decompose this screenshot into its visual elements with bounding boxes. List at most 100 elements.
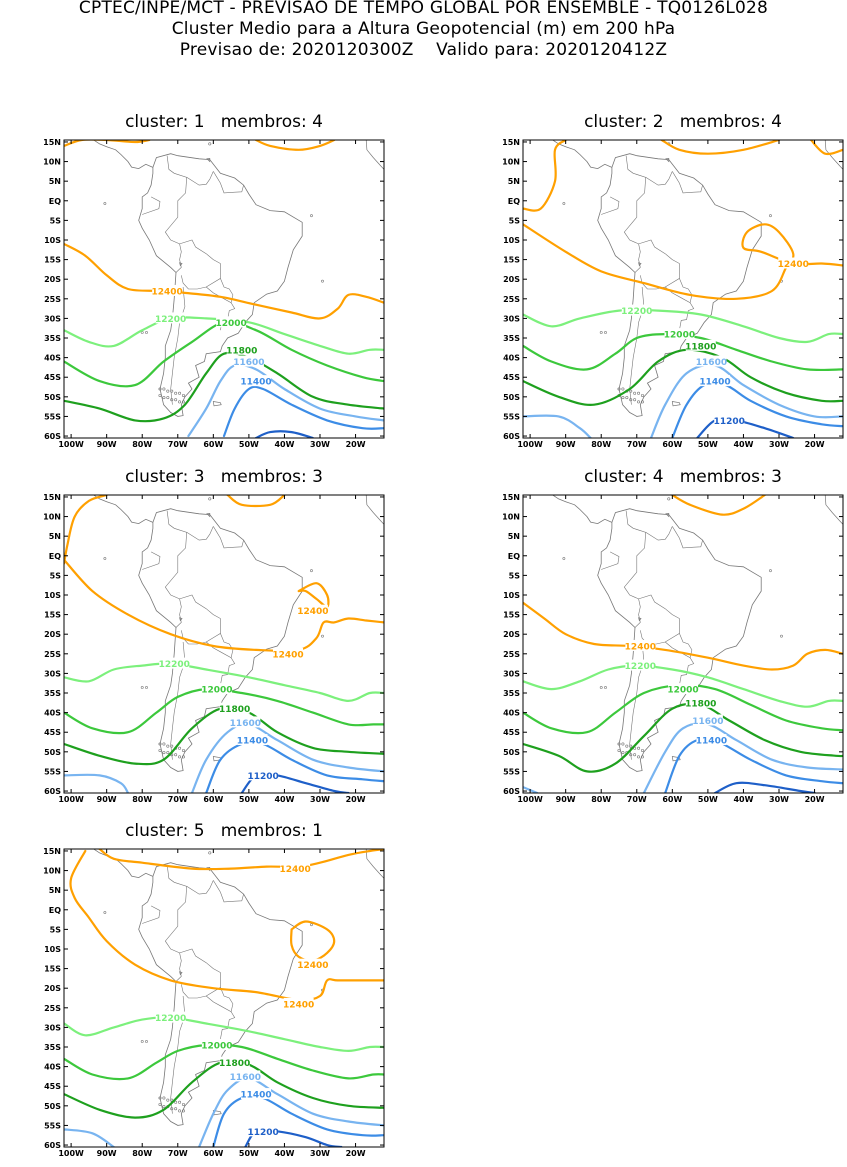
archipelago-island (181, 393, 185, 397)
lat-tick-label: 5N (508, 177, 520, 186)
contour-label-bg (692, 714, 723, 726)
archipelago-island (170, 744, 174, 748)
island-dot (169, 127, 171, 129)
lat-tick-label: 55S (44, 1121, 61, 1130)
archipelago-island (178, 1109, 182, 1113)
contour-label-bg (625, 639, 656, 651)
archipelago-island (166, 1098, 170, 1102)
contour-label: 12000 (201, 1042, 232, 1052)
island-dot (599, 686, 603, 689)
lon-tick-label: 40W (274, 795, 294, 804)
lon-tick-label: 100W (58, 1149, 84, 1158)
africa-coastline (365, 495, 384, 525)
archipelago-island (181, 1102, 185, 1106)
country-border (213, 526, 244, 549)
island-dot (191, 483, 193, 485)
panel-title: cluster: 4 membros: 3 (584, 467, 782, 487)
island-outline (212, 401, 222, 407)
lat-tick-label: 40S (44, 1063, 61, 1072)
lat-tick-label: 15S (44, 256, 61, 265)
contour-12400 (809, 140, 843, 156)
archipelago-island (633, 391, 637, 395)
island-dot (604, 686, 607, 689)
contour-12400 (64, 558, 384, 652)
lat-tick-label: 50S (503, 748, 520, 757)
archipelago-island (174, 391, 178, 395)
country-border (220, 633, 234, 658)
contour-label: 11800 (685, 342, 716, 352)
country-border (623, 510, 647, 600)
lat-tick-label: EQ (508, 552, 520, 561)
lat-tick-label: 55S (44, 412, 61, 421)
contour-label-bg (219, 1056, 250, 1068)
lat-tick-label: 20S (503, 275, 520, 284)
island-dot (611, 129, 613, 131)
contour-label-bg (241, 375, 271, 387)
archipelago-island (166, 396, 170, 400)
contour-label-bg (280, 862, 311, 874)
country-border (679, 633, 693, 658)
country-border (665, 641, 695, 686)
contour-label-bg (685, 696, 716, 708)
header-line-3: Previsao de: 2020120300Z Valido para: 20… (179, 40, 668, 60)
country-border (175, 243, 182, 273)
panel-title: cluster: 5 membros: 1 (125, 821, 323, 841)
island-dot (562, 557, 566, 560)
lon-tick-label: 100W (517, 440, 543, 449)
map-plot: 12400 12400 12400 12200 12000 11800 11600 11400… (43, 837, 385, 1158)
lon-tick-label: 70W (627, 795, 647, 804)
lat-tick-label: 35S (44, 1043, 61, 1052)
lon-tick-label: 100W (58, 440, 84, 449)
lat-tick-label: 35S (44, 334, 61, 343)
archipelago-island (162, 742, 166, 746)
island-outline (671, 756, 681, 762)
contour-label-bg (714, 414, 745, 426)
island-dot (103, 202, 107, 205)
contour-11600 (649, 363, 843, 438)
contour-label: 12000 (201, 686, 232, 696)
lat-tick-label: 25S (503, 650, 520, 659)
island-dot (191, 837, 193, 839)
cluster-panel: cluster: 4 membros: 3 12400 12200 12000 1180… (483, 465, 847, 813)
contour-label: 12400 (283, 1000, 314, 1010)
lon-tick-label: 70W (168, 795, 188, 804)
contour-12400 (64, 242, 384, 320)
country-border (206, 641, 236, 686)
archipelago-island (621, 751, 625, 755)
island-dot (321, 279, 324, 283)
contour-label-bg (216, 316, 247, 328)
lon-tick-label: 40W (274, 440, 294, 449)
island-dot (666, 137, 668, 139)
lat-tick-label: 15N (43, 138, 61, 147)
archipelago-island (617, 387, 621, 391)
contour-12400 (660, 140, 781, 155)
central-america-coastline (551, 140, 613, 170)
archipelago-island (174, 398, 178, 402)
lat-tick-label: 15S (503, 256, 520, 265)
country-border (213, 880, 244, 903)
contour-label-bg (297, 958, 328, 970)
contour-label: 12400 (151, 287, 182, 297)
contour-label: 12200 (155, 1014, 186, 1024)
island-dot (208, 497, 212, 501)
country-border (186, 526, 214, 541)
contour-11200 (254, 430, 314, 438)
contour-12400 (69, 849, 384, 1002)
lat-tick-label: 5N (508, 532, 520, 541)
lat-tick-label: EQ (508, 197, 520, 206)
map-frame (63, 494, 385, 794)
island-dot (145, 331, 148, 334)
lon-tick-label: 20W (805, 440, 825, 449)
africa-coastline (365, 140, 384, 170)
country-border (175, 598, 182, 628)
panel-title: cluster: 2 membros: 4 (584, 112, 782, 132)
archipelago-island (621, 387, 625, 391)
south-america-coastline (597, 508, 762, 772)
contour-label-bg (696, 734, 727, 746)
contour-label: 12000 (215, 319, 246, 329)
contour-label-bg (226, 343, 257, 355)
contour-11600 (64, 773, 130, 793)
contour-label: 11600 (692, 717, 723, 727)
contour-label-bg (152, 284, 183, 296)
island-dot (310, 923, 313, 927)
